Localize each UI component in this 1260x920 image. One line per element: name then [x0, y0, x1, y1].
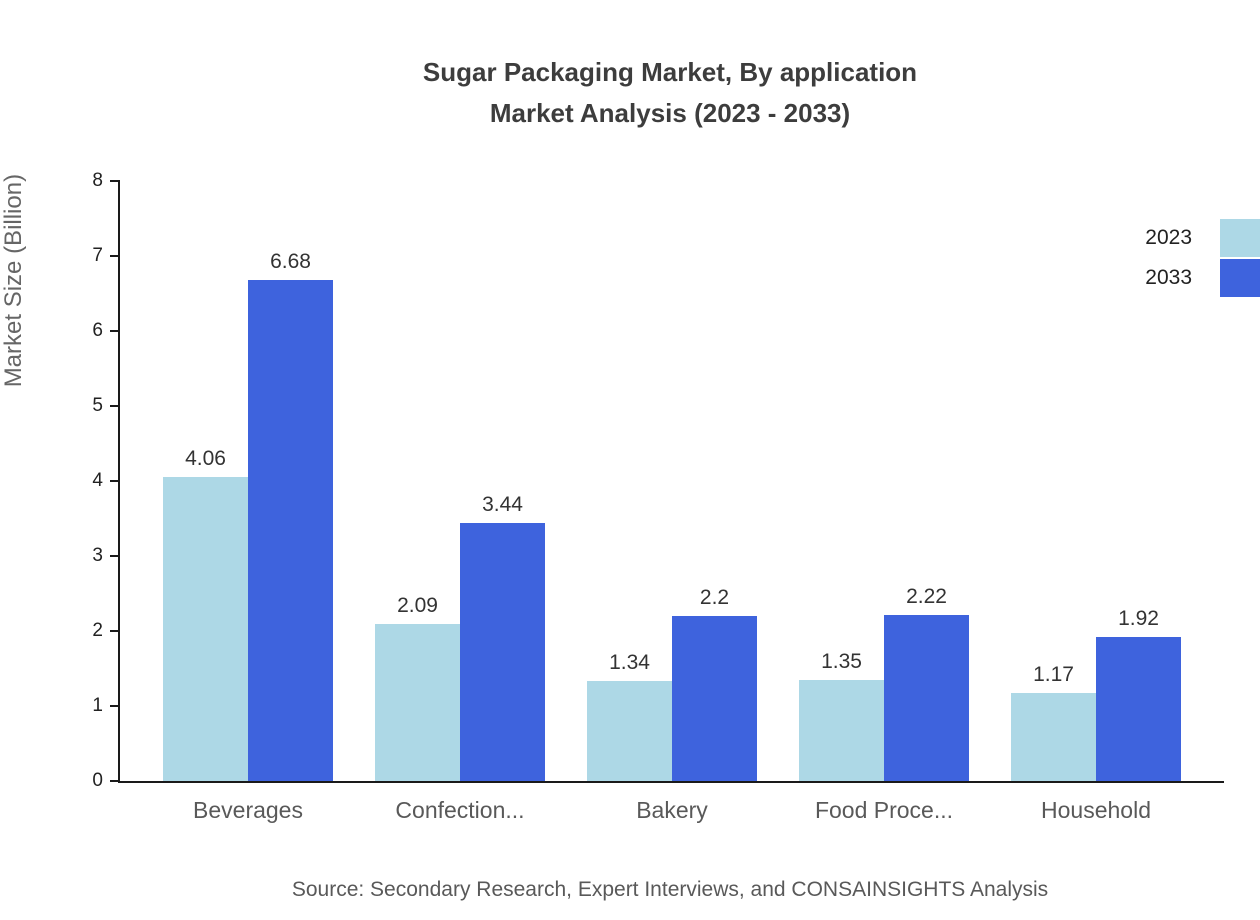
- y-tick-mark: [110, 405, 120, 407]
- y-tick-mark: [110, 330, 120, 332]
- y-tick-label: 1: [92, 695, 103, 716]
- bar-2023-Household: 1.17: [1011, 663, 1096, 781]
- value-label: 4.06: [185, 446, 226, 470]
- bar-2023-Beverages: 4.06: [163, 447, 248, 781]
- legend-item-2023: 2023: [1145, 218, 1260, 258]
- y-tick-label: 4: [92, 470, 103, 491]
- source-note: Source: Secondary Research, Expert Inter…: [291, 878, 1049, 901]
- y-tick-mark: [110, 555, 120, 557]
- plot-area: 0 1 2 3 4 5 6 7 8 4.06 6.68 Beverages 2.09 3.44 Confe…: [92, 170, 1224, 823]
- y-tick-label: 5: [92, 395, 103, 416]
- value-label: 1.35: [821, 649, 862, 673]
- value-label: 1.17: [1033, 663, 1074, 687]
- legend: 2023 2033: [1145, 218, 1260, 298]
- legend-label-2023: 2023: [1145, 226, 1192, 249]
- bar-2023-Confection...: 2.09: [375, 594, 460, 781]
- value-label: 1.34: [609, 650, 650, 674]
- x-axis-category-label: Bakery: [636, 797, 708, 823]
- chart-title-line2: Market Analysis (2023 - 2033): [489, 98, 851, 128]
- bar-2023-Food Proce...: 1.35: [799, 650, 884, 781]
- bar-2033-Food Proce...: 2.22: [884, 585, 969, 781]
- y-tick-label: 2: [92, 620, 103, 641]
- y-tick-mark: [110, 255, 120, 257]
- y-tick-mark: [110, 630, 120, 632]
- x-axis-category-label: Confection...: [395, 797, 525, 823]
- value-label: 2.22: [906, 584, 947, 608]
- value-label: 1.92: [1118, 607, 1159, 630]
- y-tick-label: 6: [92, 320, 103, 341]
- y-tick-mark: [110, 180, 120, 182]
- x-axis-category-label: Beverages: [193, 797, 303, 823]
- value-label: 6.68: [270, 250, 311, 273]
- y-tick-mark: [110, 705, 120, 707]
- y-tick-label: 7: [92, 245, 103, 266]
- y-tick-mark: [110, 780, 120, 782]
- value-label: 2.2: [699, 586, 730, 609]
- value-label: 2.09: [397, 594, 438, 618]
- y-tick-mark: [110, 480, 120, 482]
- chart-title: Sugar Packaging Market, By application M…: [118, 52, 1222, 134]
- y-tick-label: 0: [92, 770, 103, 791]
- y-tick-label: 8: [92, 170, 103, 191]
- chart-title-line1: Sugar Packaging Market, By application: [422, 57, 918, 87]
- legend-swatch-2033: [1220, 259, 1260, 297]
- x-axis-category-label: Household: [1041, 797, 1151, 823]
- bar-2023-Bakery: 1.34: [587, 651, 672, 781]
- value-label: 3.44: [482, 493, 523, 516]
- legend-item-2033: 2033: [1145, 258, 1260, 298]
- y-tick-label: 3: [92, 545, 103, 566]
- legend-label-2033: 2033: [1145, 266, 1192, 289]
- bar-2033-Bakery: 2.2: [672, 586, 757, 781]
- bar-2033-Confection...: 3.44: [460, 493, 545, 781]
- x-axis-category-label: Food Proce...: [814, 797, 954, 823]
- bar-2033-Household: 1.92: [1096, 607, 1181, 781]
- bar-2033-Beverages: 6.68: [248, 250, 333, 781]
- y-axis-title: Market Size (Billion): [0, 173, 27, 388]
- legend-swatch-2023: [1220, 219, 1260, 257]
